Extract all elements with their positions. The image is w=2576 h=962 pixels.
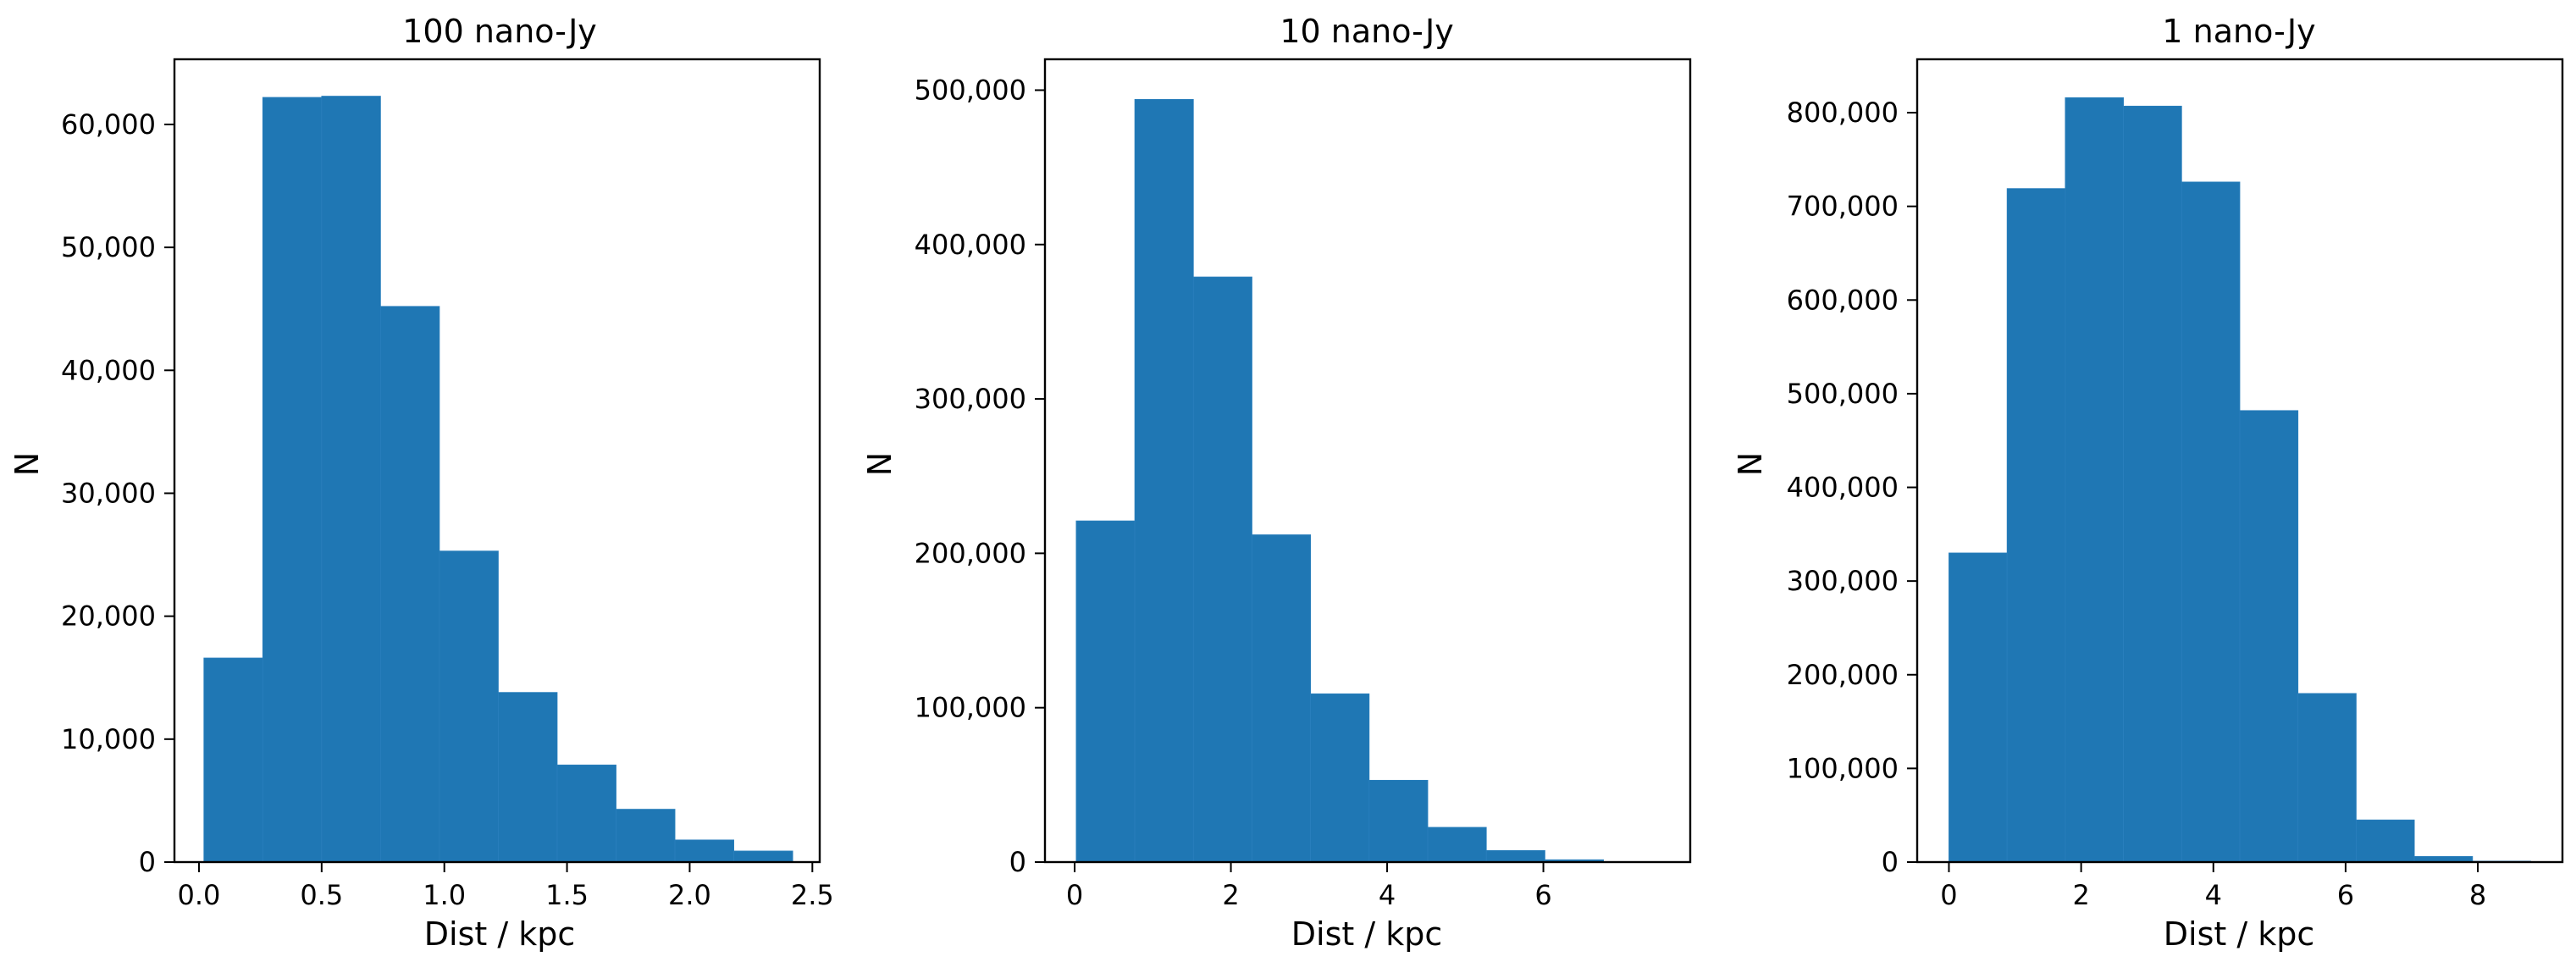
panel-title: 10 nano-Jy (1280, 13, 1453, 50)
histogram-bar (1427, 827, 1487, 863)
y-axis-title: N (1732, 452, 1769, 476)
histogram-bar (1075, 520, 1136, 863)
histogram-bar (1310, 693, 1370, 863)
histogram-bar (2239, 410, 2299, 863)
histogram-bar (1949, 552, 2008, 863)
panel-title: 100 nano-Jy (402, 13, 597, 50)
histogram-bar (2356, 819, 2415, 863)
histogram-bar (1485, 849, 1545, 863)
x-axis-title: Dist / kpc (424, 915, 576, 953)
x-tick-label: 2 (1222, 879, 1239, 911)
histogram-bar (2065, 97, 2124, 863)
histogram-bar (1134, 99, 1194, 863)
y-tick-label: 100,000 (915, 692, 1026, 724)
x-tick-label: 1.5 (545, 879, 589, 911)
histogram-bar (556, 764, 616, 863)
histogram-bar (616, 809, 676, 863)
x-tick-label: 2.0 (668, 879, 711, 911)
y-tick-label: 200,000 (1787, 659, 1899, 691)
axes-frame (1043, 58, 1692, 864)
histogram-bar (379, 306, 440, 863)
x-tick-label: 6 (2337, 879, 2354, 911)
y-tick-label: 60,000 (61, 108, 156, 141)
histogram-bar (2006, 188, 2066, 863)
y-tick-label: 30,000 (61, 477, 156, 509)
x-tick-label: 0 (1940, 879, 1957, 911)
x-tick-label: 2.5 (791, 879, 834, 911)
histogram-bar (1252, 534, 1312, 863)
y-tick-label: 50,000 (61, 231, 156, 263)
histogram-bar (2123, 105, 2182, 863)
panel-10-nano-jy: 10 nano-Jy Dist / kpc N 0 2 4 6 0 100,000 200,… (861, 13, 1692, 953)
panel-100-nano-jy: 100 nano-Jy Dist / kpc N 0.0 0.5 1.0 1.5 2.0… (8, 13, 834, 953)
y-tick-label: 20,000 (61, 600, 156, 633)
x-tick-label: 4 (2205, 879, 2222, 911)
histogram-bar (733, 850, 793, 863)
y-axis-title: N (8, 452, 46, 476)
histogram-bars (203, 96, 793, 863)
y-tick-label: 0 (1882, 846, 1899, 878)
x-tick-label: 0.0 (178, 879, 221, 911)
x-tick-label: 0 (1066, 879, 1083, 911)
x-tick-label: 6 (1534, 879, 1551, 911)
histogram-bar (498, 692, 558, 863)
y-tick-label: 200,000 (915, 537, 1026, 569)
histogram-bar (1368, 779, 1429, 863)
y-tick-label: 300,000 (1787, 565, 1899, 597)
x-tick-label: 8 (2469, 879, 2486, 911)
histogram-bar (2297, 693, 2357, 863)
histogram-bar (674, 839, 734, 863)
y-tick-label: 700,000 (1787, 191, 1899, 223)
histogram-bar (203, 657, 263, 863)
x-tick-label: 0.5 (300, 879, 343, 911)
histogram-bar (321, 96, 381, 863)
y-tick-label: 40,000 (61, 354, 156, 386)
y-tick-label: 400,000 (1787, 472, 1899, 504)
y-tick-label: 800,000 (1787, 97, 1899, 129)
axes-frame (1915, 58, 2564, 864)
histogram-bar (262, 97, 323, 863)
panel-title: 1 nano-Jy (2162, 13, 2315, 50)
histogram-bar (439, 550, 499, 863)
x-tick-label: 1.0 (423, 879, 466, 911)
y-tick-label: 10,000 (61, 723, 156, 755)
y-tick-label: 500,000 (1787, 378, 1899, 410)
y-tick-label: 0 (139, 846, 156, 878)
y-tick-label: 600,000 (1787, 284, 1899, 316)
x-axis-title: Dist / kpc (2164, 915, 2315, 953)
y-tick-label: 400,000 (915, 229, 1026, 261)
axes-frame (173, 58, 821, 864)
x-tick-label: 2 (2072, 879, 2089, 911)
y-tick-label: 300,000 (915, 383, 1026, 415)
histogram-bar (2181, 181, 2241, 863)
y-tick-label: 100,000 (1787, 752, 1899, 784)
histogram-bar (1192, 276, 1252, 863)
panel-1-nano-jy: 1 nano-Jy Dist / kpc N 0 2 4 6 8 0 100,000 200,… (1732, 13, 2564, 953)
histogram-bars (1949, 97, 2531, 863)
x-tick-label: 4 (1379, 879, 1396, 911)
x-axis-title: Dist / kpc (1291, 915, 1443, 953)
y-tick-label: 0 (1009, 846, 1026, 878)
y-tick-label: 500,000 (915, 74, 1026, 106)
y-axis-title: N (861, 452, 898, 476)
